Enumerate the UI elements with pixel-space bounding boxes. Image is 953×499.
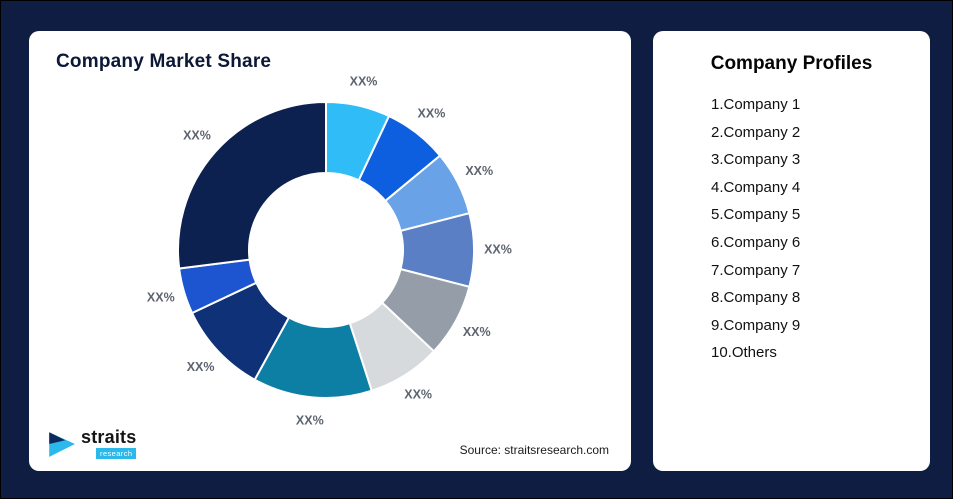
straits-logo: straits research [46,427,137,459]
profile-list-item: 1.Company 1 [711,96,801,113]
logo-text: straits research [81,427,137,459]
slice-label: XX% [350,74,378,88]
donut-segment [177,101,327,270]
profile-list-item: 10.Others [711,344,777,362]
slice-label: XX% [404,388,432,402]
slice-label: XX% [463,325,491,339]
chart-title: Company Market Share [56,51,272,72]
slice-label: XX% [187,360,215,374]
straits-logo-icon [49,431,75,457]
profiles-list: 1.Company 1 2.Company 2 3.Company 3 4.Compa… [711,91,930,367]
logo-name: straits [81,427,137,447]
logo-sub: research [96,448,137,459]
profile-list-item: 5.Company 5 [711,206,801,224]
profile-list-item: 4.Company 4 [711,178,801,196]
profile-list-item: 2.Company 2 [711,123,801,141]
profile-list-item: 8.Company 8 [711,289,801,307]
market-share-card: Company Market Share XX% XX% XX% XX% XX% XX% X… [29,31,631,471]
slice-label: XX% [418,106,446,120]
profile-list-item: 3.Company 3 [711,151,801,169]
profiles-title: Company Profiles [710,53,873,74]
source-text: Source: straitsresearch.com [459,443,609,457]
donut-chart: XX% XX% XX% XX% XX% XX% XX% XX% XX% XX% [147,74,512,428]
profile-list-item: 9.Company 9 [711,316,801,334]
slice-label: XX% [183,129,211,143]
slice-label: XX% [484,242,512,256]
profile-list-item: 6.Company 6 [711,233,801,251]
slice-label: XX% [147,290,175,304]
profile-list-item: 7.Company 7 [711,261,801,279]
slice-label: XX% [296,414,324,428]
slice-label: XX% [465,164,493,178]
company-profiles-card: Company Profiles 1.Company 1 2.Company 2 3… [653,31,930,471]
